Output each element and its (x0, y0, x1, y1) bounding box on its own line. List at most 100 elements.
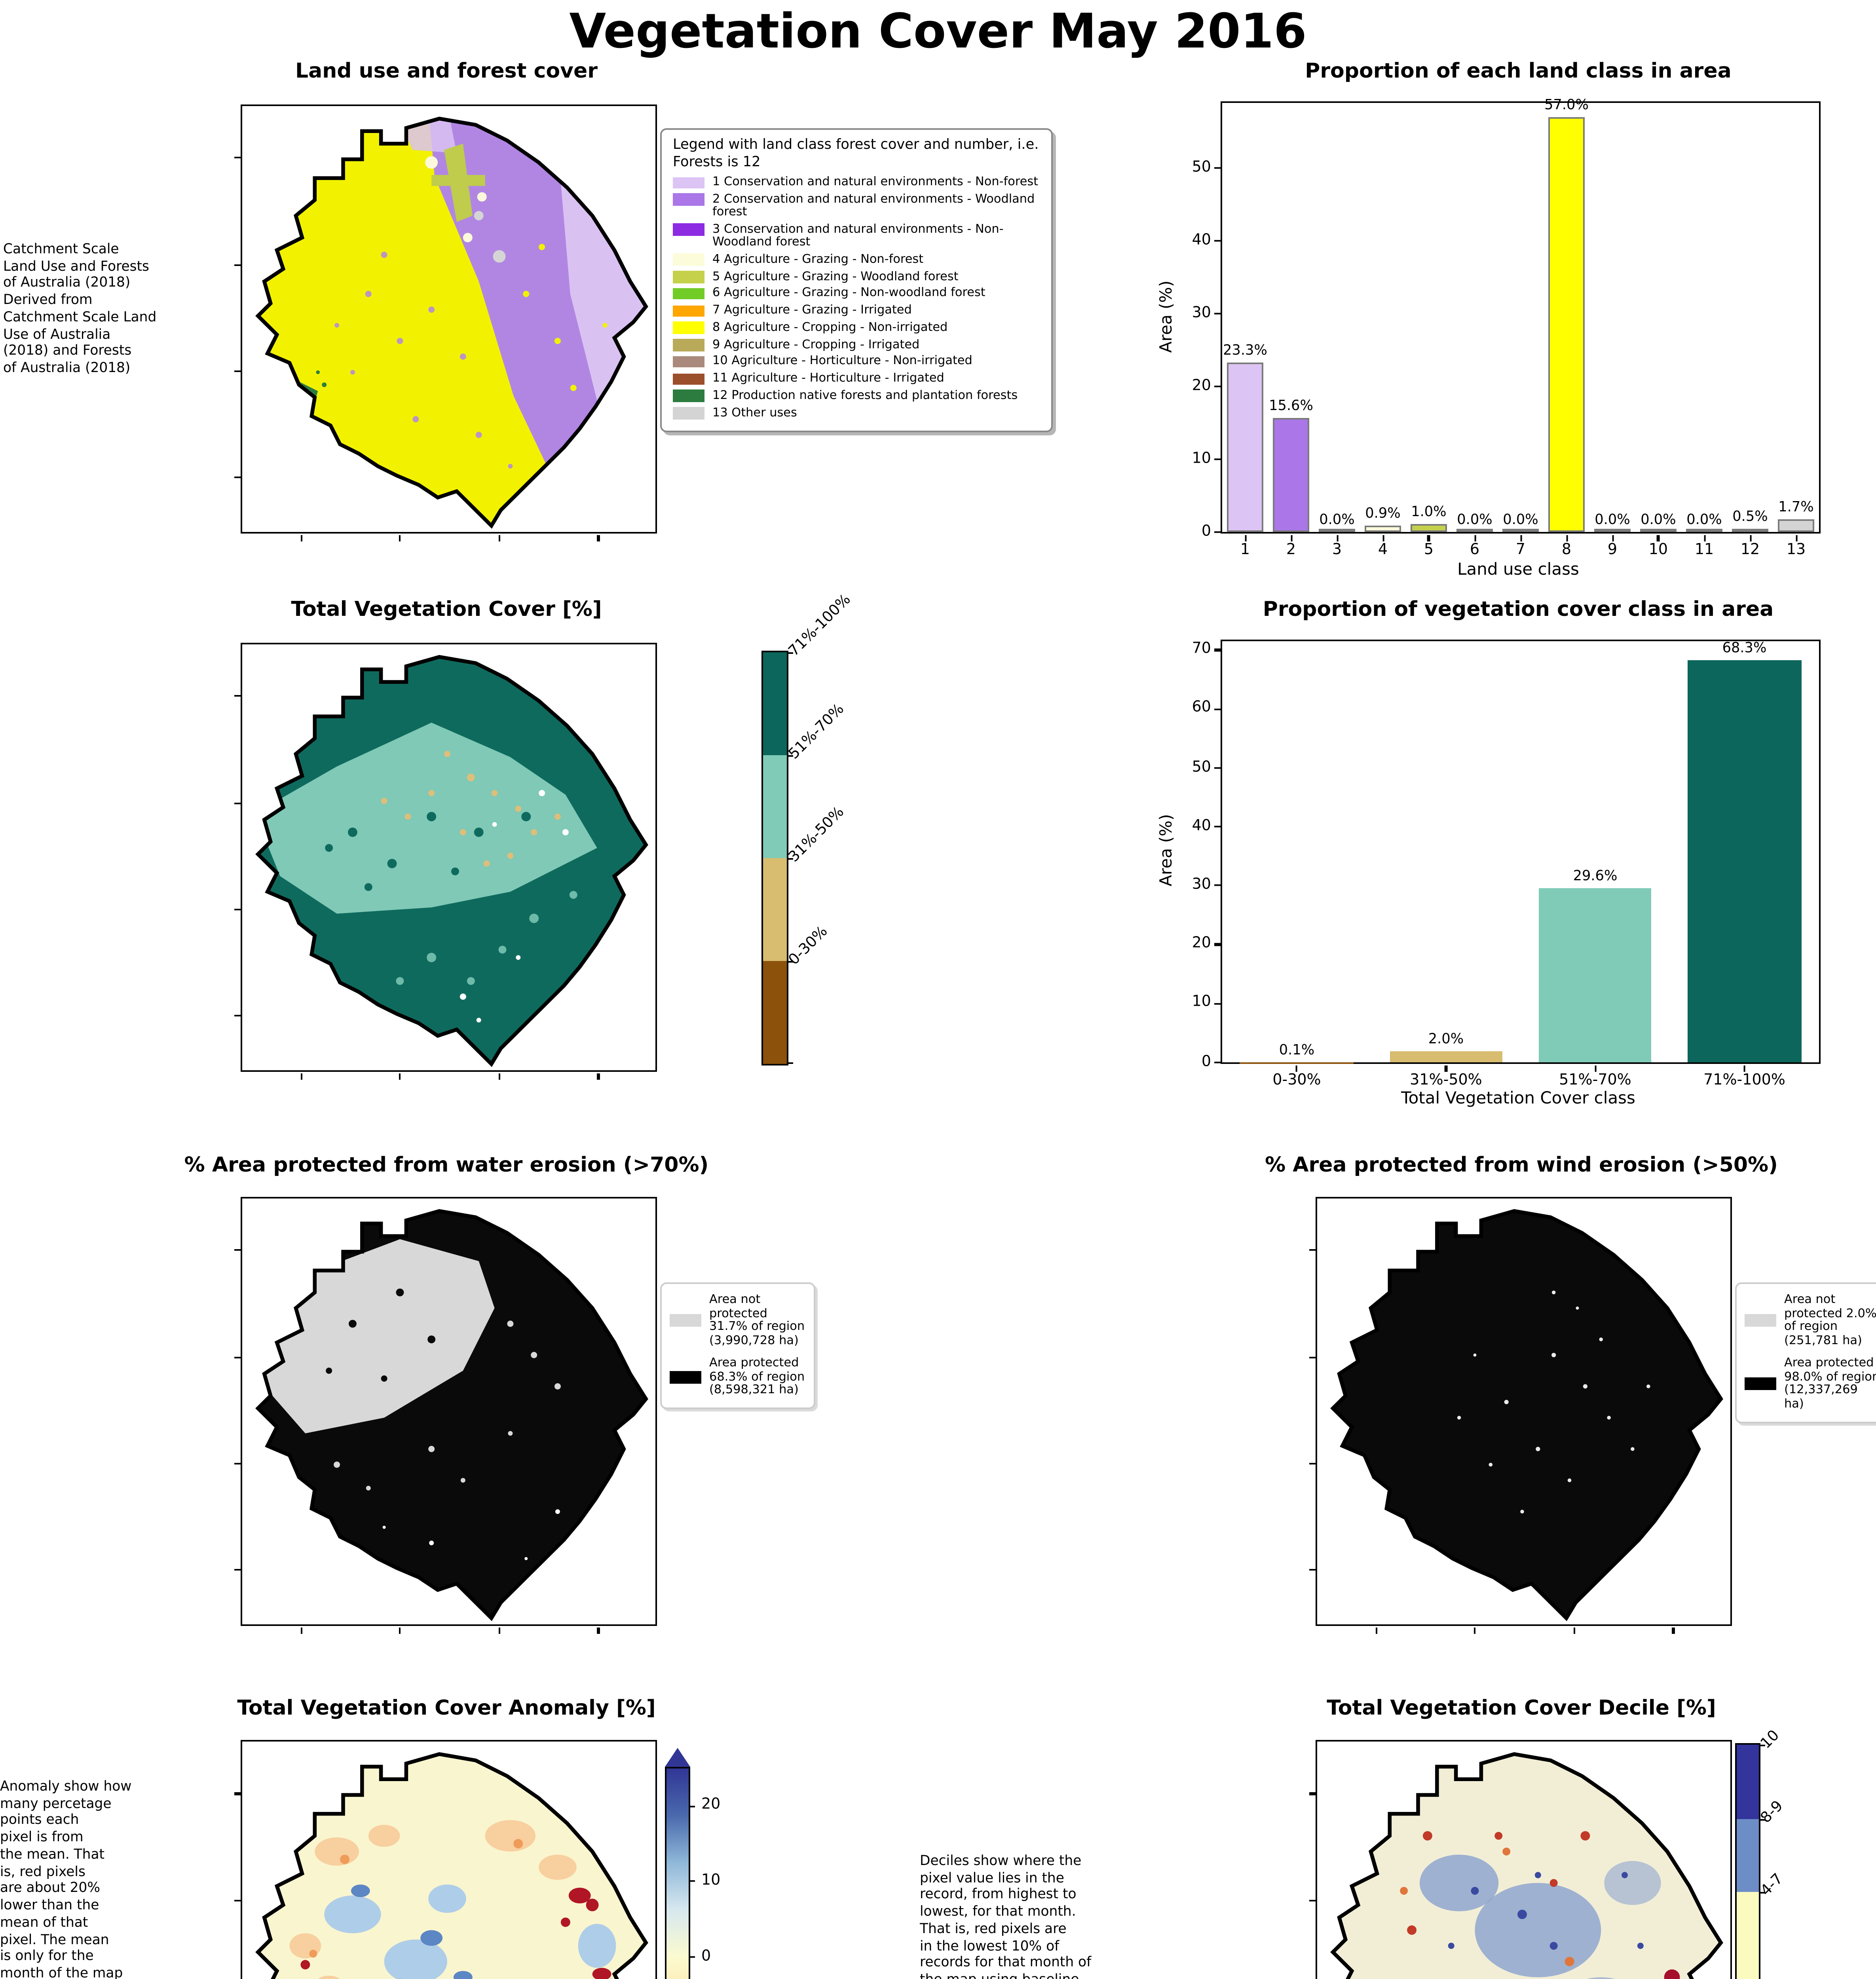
valuelabel: 68.3% (1722, 641, 1767, 657)
colorbar-segment-label: 51%-70% (785, 701, 848, 763)
xtick (1244, 534, 1246, 541)
legend-item: 4 Agriculture - Grazing - Non-forest (673, 252, 1040, 266)
legend-item: 11 Agriculture - Horticulture - Irrigate… (673, 371, 1040, 386)
mtick (300, 1627, 302, 1633)
mtick (399, 1627, 401, 1633)
landuse-map (234, 104, 657, 541)
xticklabel: 9 (1607, 541, 1618, 559)
legend-item: 9 Agriculture - Cropping - Irrigated (673, 336, 1040, 351)
yticklabel: 10 (1192, 449, 1211, 467)
vegclass-chart-ylabel: Area (%) (1157, 814, 1176, 887)
legend-swatch (670, 1314, 701, 1328)
mtick (234, 477, 240, 479)
legend-item: 3 Conservation and natural environments … (673, 221, 1040, 250)
colorbar-segment: 51%-70% (763, 701, 848, 858)
anomaly-map-graphic (242, 1742, 655, 1979)
xtick (1611, 534, 1614, 541)
water-legend: Area not protected 31.7% of region (3,99… (660, 1282, 815, 1409)
xtick (1336, 534, 1338, 541)
valuelabel: 29.6% (1573, 869, 1618, 885)
ytick (1213, 240, 1220, 242)
legend-item-label: 5 Agriculture - Grazing - Woodland fores… (712, 268, 959, 283)
legend-item-label: 13 Other uses (712, 405, 797, 419)
wind-map-title: % Area protected from wind erosion (>50%… (1265, 1154, 1778, 1178)
mtick (1308, 1250, 1315, 1252)
legend-swatch (1745, 1378, 1776, 1391)
valuelabel: 0.0% (1595, 513, 1630, 529)
legend-swatch (673, 322, 704, 334)
yticklabel: 10 (1192, 993, 1211, 1011)
xticklabel: 71%-100% (1703, 1072, 1785, 1089)
legend-item: 13 Other uses (673, 405, 1040, 419)
atick (689, 1880, 695, 1882)
legend-swatch (673, 254, 704, 266)
valuelabel: 15.6% (1269, 399, 1313, 416)
mtick (1474, 1627, 1476, 1633)
colorbar-segment-label: 0-30% (785, 923, 832, 969)
colorbar-segment: 10 (1737, 1727, 1783, 1819)
water-erosion-map-graphic (242, 1198, 655, 1624)
legend-item-label: Area not protected 2.0% of region (251,7… (1784, 1292, 1876, 1348)
valuelabel: 0.0% (1319, 513, 1355, 529)
colorbar-segment: 31%-50% (763, 803, 848, 961)
ytick (1213, 826, 1220, 828)
xticklabel: 8 (1561, 541, 1572, 559)
xtick (1290, 534, 1292, 541)
xtick (1657, 534, 1660, 541)
legend-item: 7 Agriculture - Grazing - Irrigated (673, 303, 1040, 317)
mtick (234, 908, 240, 910)
ytick (1213, 1002, 1220, 1005)
legend-swatch (673, 390, 704, 402)
wind-erosion-map-graphic (1317, 1198, 1730, 1624)
bar (1595, 529, 1630, 532)
legend-item-label: 10 Agriculture - Horticulture - Non-irri… (712, 353, 972, 368)
valuelabel: 1.7% (1778, 500, 1814, 517)
bar (1688, 660, 1801, 1062)
xticklabel: 11 (1694, 541, 1714, 559)
ytick (1213, 531, 1220, 533)
yticklabel: 50 (1192, 158, 1211, 176)
legend-item-label: 3 Conservation and natural environments … (712, 221, 1004, 249)
legend-item-label: 9 Agriculture - Cropping - Irrigated (712, 336, 920, 351)
xtick (1473, 534, 1476, 541)
bar (1457, 529, 1492, 532)
legend-item-label: Area protected 68.3% of region (8,598,32… (709, 1355, 805, 1397)
valuelabel: 0.0% (1641, 513, 1676, 529)
legend-swatch (673, 177, 704, 189)
ytick (1213, 1061, 1220, 1064)
vegclass-chart-title: Proportion of vegetation cover class in … (1263, 598, 1774, 622)
yticklabel: 50 (1192, 758, 1211, 776)
mtick (234, 1899, 240, 1902)
mtick (234, 1250, 240, 1252)
decile-map-title: Total Vegetation Cover Decile [%] (1327, 1697, 1716, 1721)
legend-swatch (673, 305, 704, 317)
catchment-note: Catchment Scale Land Use and Forests of … (3, 242, 157, 377)
ytick (1213, 885, 1220, 887)
water-map-title: % Area protected from water erosion (>70… (184, 1154, 709, 1178)
landuse-legend-items: 1 Conservation and natural environments … (673, 175, 1040, 419)
valuelabel: 2.0% (1428, 1031, 1464, 1048)
decile-note: Deciles show where the pixel value lies … (920, 1854, 1092, 1979)
xtick (1382, 534, 1384, 541)
legend-item: 10 Agriculture - Horticulture - Non-irri… (673, 353, 1040, 368)
mtick (597, 1073, 600, 1079)
xticklabel: 1 (1240, 541, 1250, 559)
xtick (1445, 1065, 1447, 1071)
ytick (1213, 649, 1220, 651)
xticklabel: 4 (1378, 541, 1388, 559)
valuelabel: 1.0% (1411, 505, 1447, 522)
legend-item: 8 Agriculture - Cropping - Non-irrigated (673, 320, 1040, 334)
xtick (1565, 534, 1568, 541)
mtick (234, 1015, 240, 1017)
xticklabel: 6 (1470, 541, 1480, 559)
valuelabel: 23.3% (1223, 343, 1267, 359)
legend-item-label: Area protected 98.0% of region (12,337,2… (1784, 1355, 1876, 1411)
xticklabel: 10 (1648, 541, 1668, 559)
xtick (1594, 1065, 1596, 1071)
xticklabel: 3 (1332, 541, 1342, 559)
colorbar-segment: 71%-100% (763, 591, 854, 755)
mtick (399, 1073, 401, 1079)
valuelabel: 0.0% (1686, 513, 1722, 529)
landuse-map-title: Land use and forest cover (295, 60, 598, 84)
